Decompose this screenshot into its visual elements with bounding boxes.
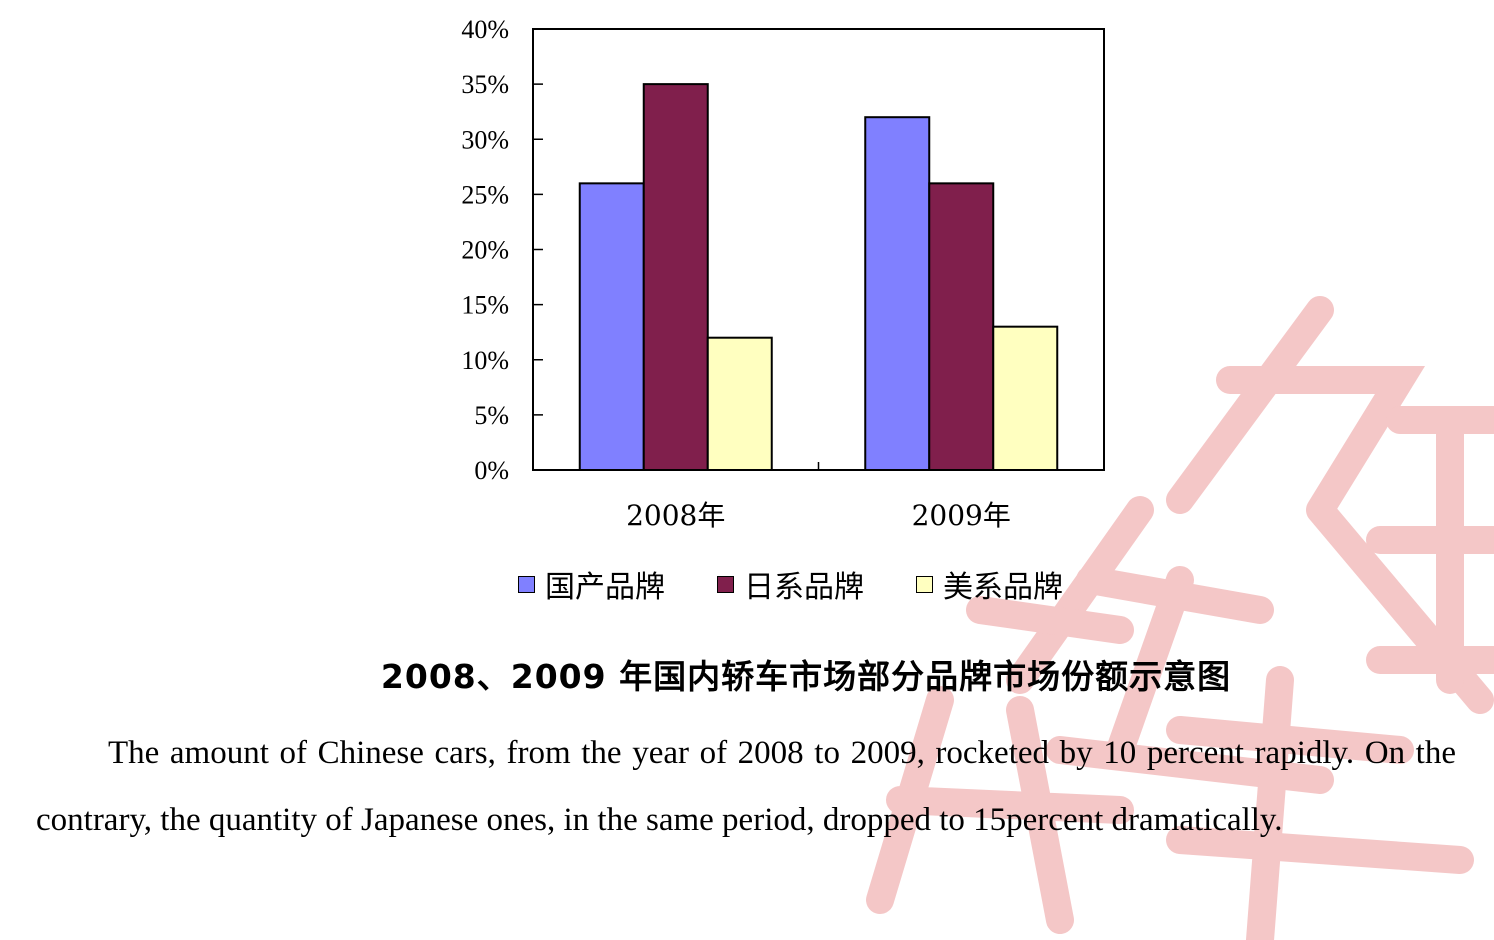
y-tick-label: 25% (461, 180, 509, 209)
legend-label-domestic: 国产品牌 (545, 570, 665, 605)
legend-label-american: 美系品牌 (943, 570, 1063, 605)
y-axis-ticks: 0% 5% 10% 15% 20% 25% 30% 35% 40% (461, 15, 543, 485)
bar-chart: 0% 5% 10% 15% 20% 25% 30% 35% 40% 2008年 2009年 (461, 15, 1105, 532)
bar (928, 182, 995, 471)
bar (864, 116, 931, 471)
legend-item-japanese: 日系品牌 (717, 562, 864, 606)
y-tick-label: 10% (461, 346, 509, 375)
y-tick-label: 5% (474, 401, 509, 430)
bar (642, 83, 709, 471)
figure-caption: 2008、2009 年国内轿车市场部分品牌市场份额示意图 (380, 657, 1232, 696)
bar (578, 182, 645, 471)
legend-swatch-japanese (717, 575, 734, 593)
bars (578, 83, 1059, 472)
legend-item-american: 美系品牌 (916, 562, 1063, 606)
body-paragraph: The amount of Chinese cars, from the yea… (36, 735, 1456, 838)
legend-label-japanese: 日系品牌 (744, 570, 864, 605)
x-tick-label: 2009年 (912, 499, 1011, 532)
y-tick-label: 15% (461, 291, 509, 320)
legend: 国产品牌 日系品牌 美系品牌 (518, 562, 1115, 606)
y-tick-label: 0% (474, 456, 509, 485)
x-axis-labels: 2008年 2009年 (626, 499, 1011, 532)
y-tick-label: 20% (461, 236, 509, 265)
legend-item-domestic: 国产品牌 (518, 562, 665, 606)
x-tick-label: 2008年 (626, 499, 725, 532)
legend-swatch-domestic (518, 575, 535, 593)
bar (992, 325, 1059, 471)
legend-swatch-american (916, 575, 933, 593)
y-tick-label: 35% (461, 70, 509, 99)
bar (706, 336, 773, 472)
y-tick-label: 40% (461, 15, 509, 44)
y-tick-label: 30% (461, 125, 509, 154)
